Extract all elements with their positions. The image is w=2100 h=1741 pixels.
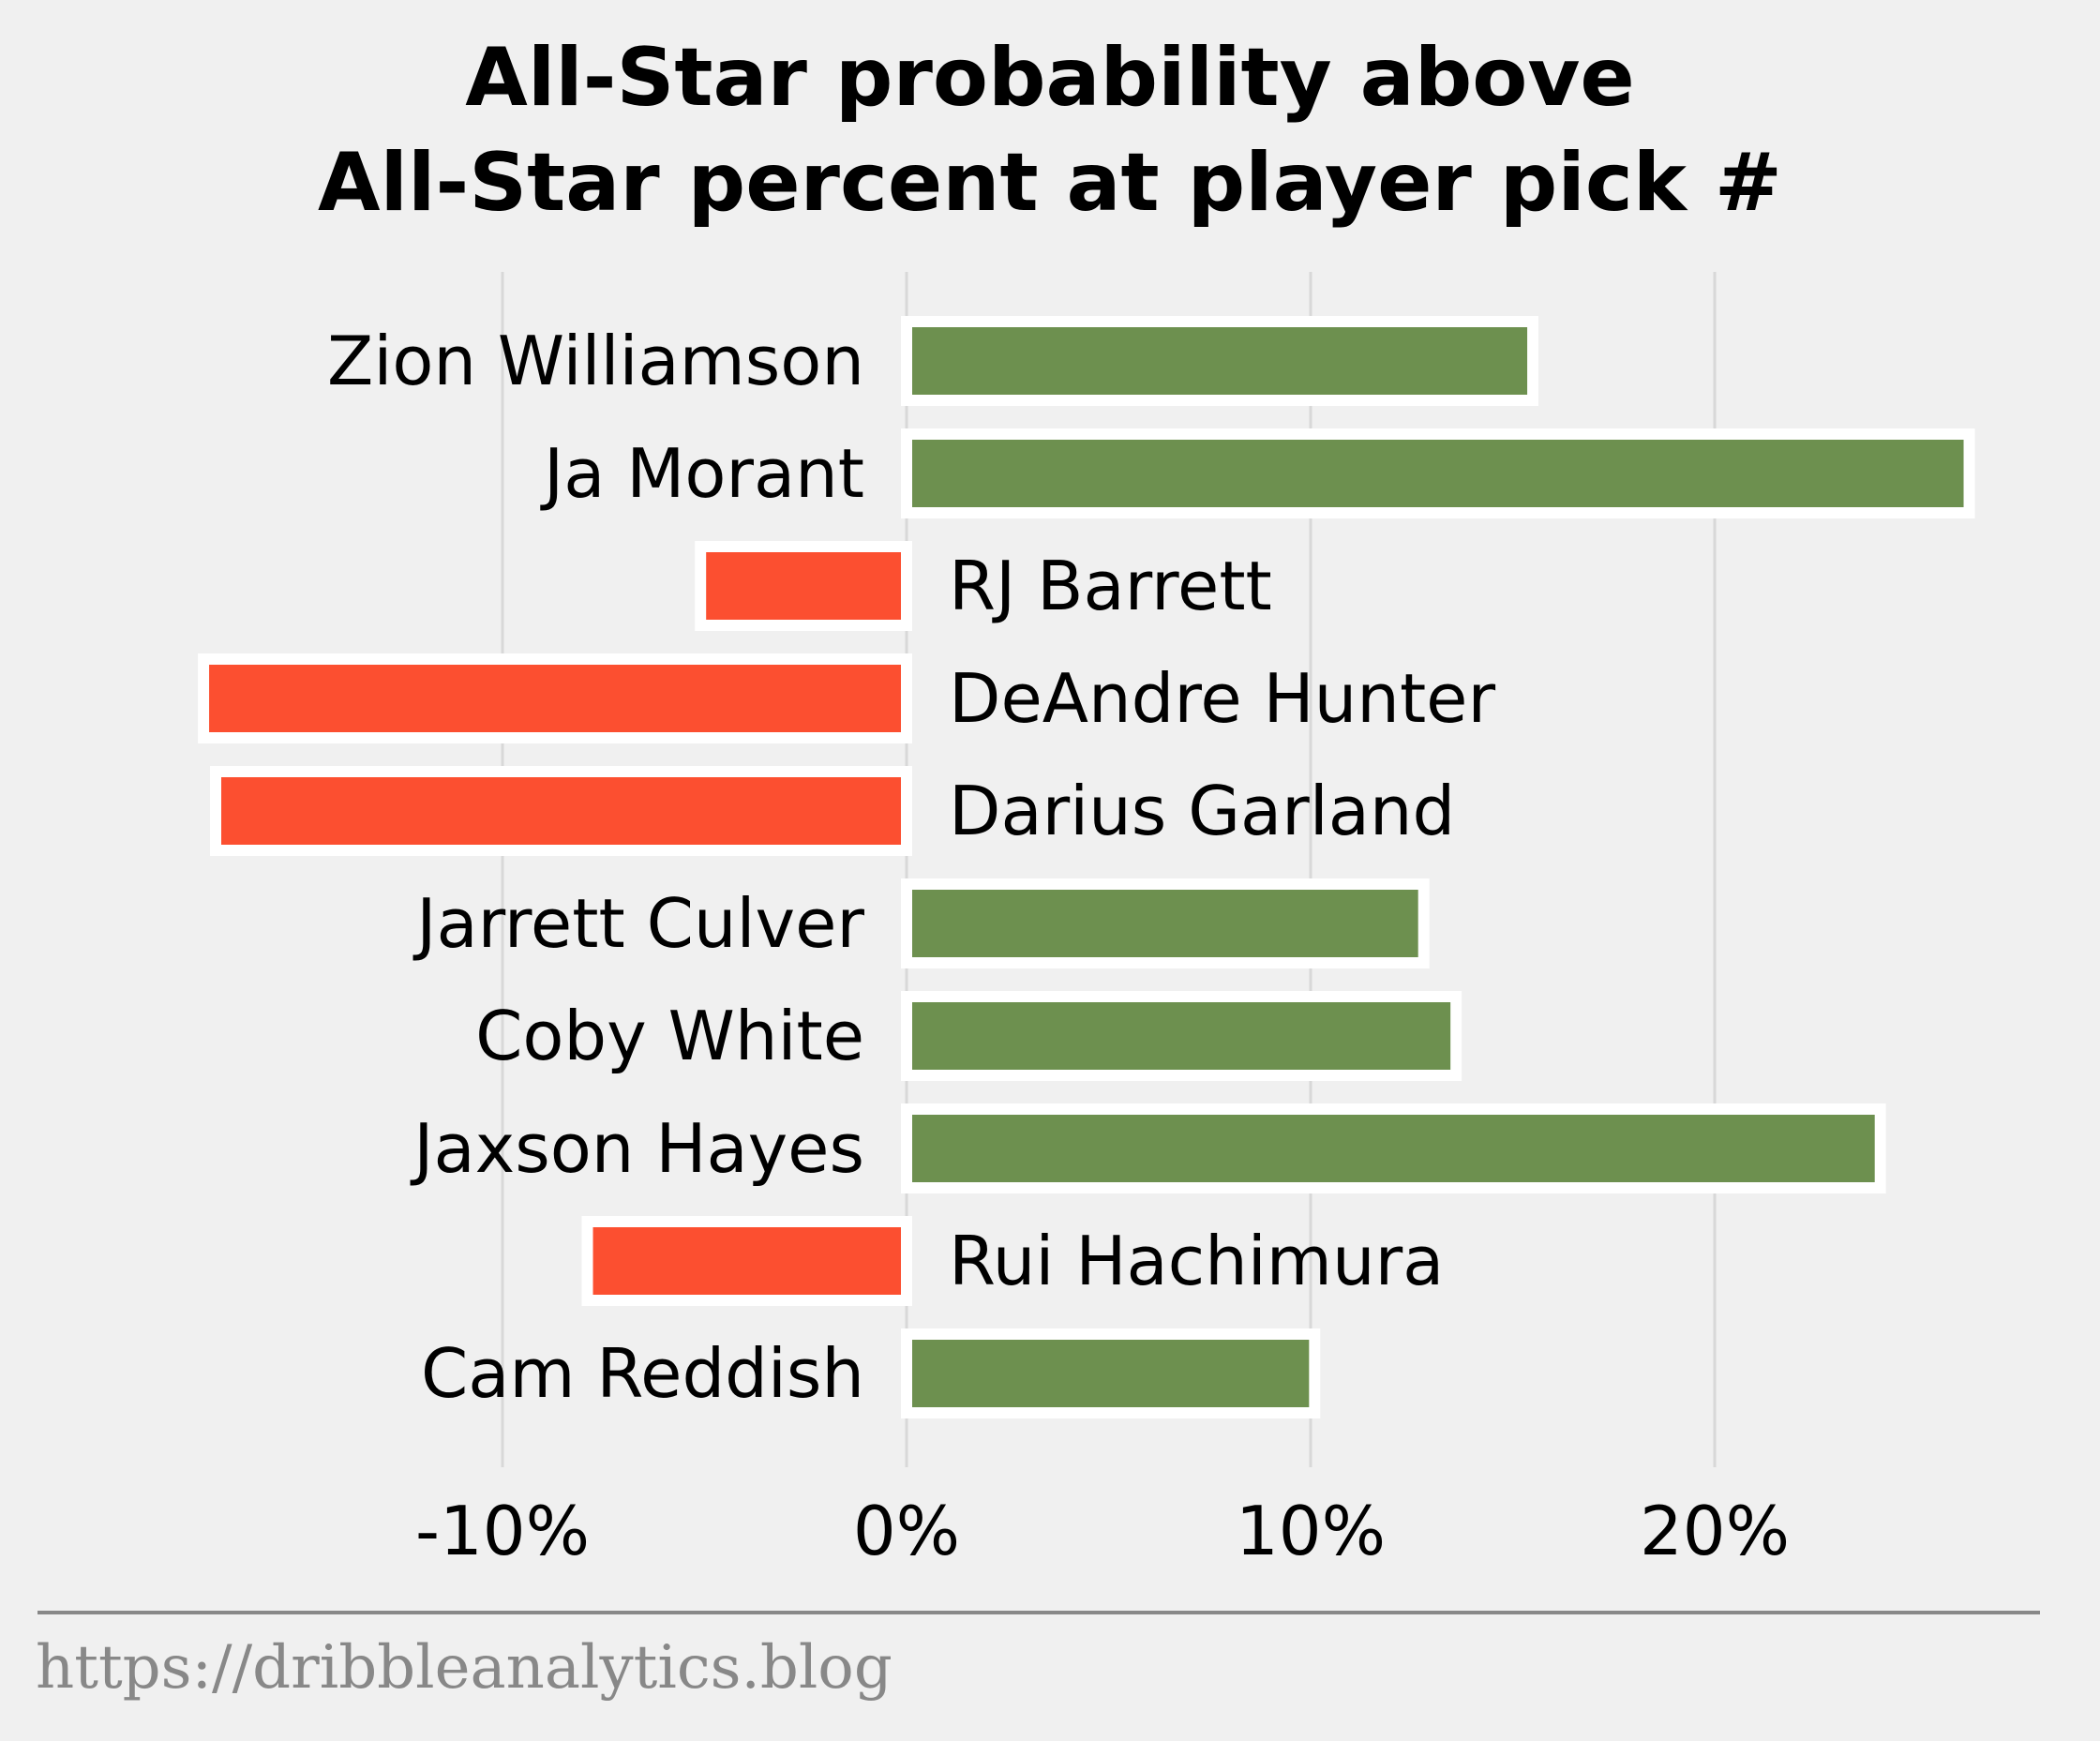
bar (901, 428, 1975, 518)
footer-source: https://dribbleanalytics.blog (36, 1633, 892, 1703)
x-tick-label: 20% (1640, 1492, 1790, 1570)
bar (198, 653, 912, 743)
chart-title-line-2: All-Star percent at player pick # (318, 136, 1782, 230)
bar (901, 316, 1539, 406)
bars (198, 316, 1975, 1418)
category-label: RJ Barrett (949, 547, 1272, 625)
bar (901, 1103, 1886, 1193)
bar (209, 766, 913, 856)
category-label: Darius Garland (949, 772, 1455, 850)
x-tick-label: 0% (853, 1492, 960, 1570)
chart-title-line-1: All-Star probability above (465, 31, 1634, 125)
category-label: DeAndre Hunter (949, 659, 1495, 738)
x-tick-label: -10% (415, 1492, 590, 1570)
x-tick-label: 10% (1236, 1492, 1386, 1570)
bar (901, 991, 1462, 1081)
category-label: Ja Morant (540, 434, 864, 513)
category-label: Rui Hachimura (949, 1222, 1444, 1300)
category-labels: Zion Williamson Ja Morant RJ Barrett DeAndr… (327, 322, 1495, 1413)
x-tick-labels: -10% 0% 10% 20% (415, 1492, 1790, 1570)
bar (901, 878, 1430, 968)
category-label: Jarrett Culver (412, 884, 864, 963)
bar (695, 541, 912, 631)
category-label: Jaxson Hayes (410, 1109, 864, 1188)
category-label: Zion Williamson (327, 322, 864, 400)
category-label: Coby White (475, 997, 864, 1075)
category-label: Cam Reddish (421, 1334, 864, 1413)
bar (901, 1328, 1321, 1418)
bar (581, 1216, 912, 1306)
